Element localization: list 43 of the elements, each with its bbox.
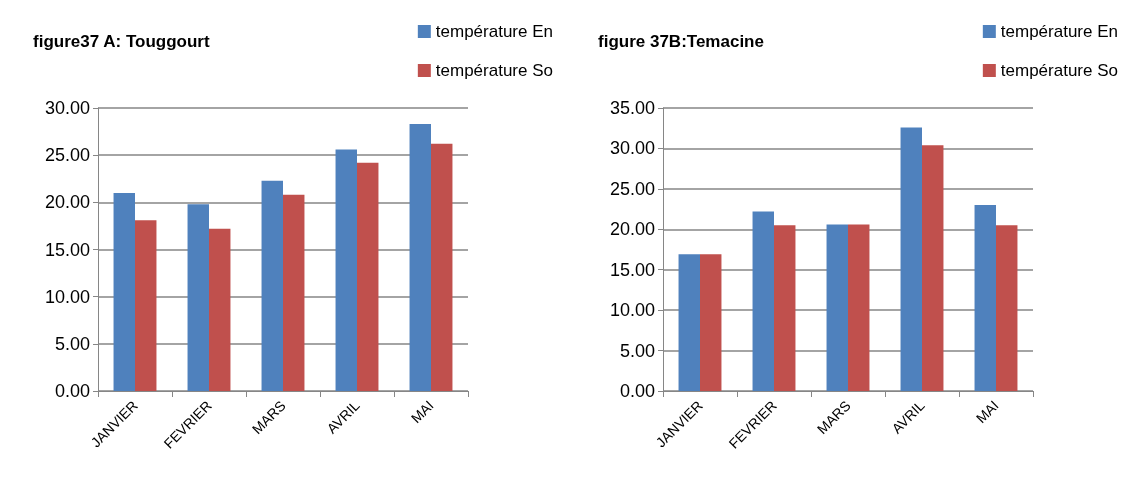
bar xyxy=(900,127,922,391)
bar xyxy=(261,180,283,391)
bar xyxy=(974,205,996,391)
bar xyxy=(187,204,209,391)
bar xyxy=(135,220,157,391)
y-tick-label: 25.00 xyxy=(609,178,655,199)
y-tick-label: 35.00 xyxy=(609,98,655,118)
bar xyxy=(678,254,700,391)
chart-title: figure37 A: Touggourt xyxy=(33,32,210,51)
bar xyxy=(774,225,796,391)
y-tick-label: 30.00 xyxy=(44,98,90,118)
x-tick-label: MAI xyxy=(972,397,1002,427)
bar xyxy=(357,162,379,391)
bar xyxy=(752,211,774,391)
bar xyxy=(335,149,357,391)
legend-label: température So xyxy=(1000,61,1119,80)
bar xyxy=(922,145,944,391)
y-tick-label: 15.00 xyxy=(609,259,655,280)
y-tick-label: 5.00 xyxy=(54,333,90,354)
bar xyxy=(826,224,848,391)
legend-label: température En xyxy=(435,22,554,41)
y-tick-label: 0.00 xyxy=(54,381,90,401)
y-tick-label: 0.00 xyxy=(619,381,655,401)
bar xyxy=(409,124,431,391)
bar xyxy=(848,224,870,391)
bar xyxy=(209,228,231,391)
legend-label: température So xyxy=(435,61,554,80)
y-tick-label: 10.00 xyxy=(44,286,90,307)
x-tick-label: MAI xyxy=(407,397,437,427)
bar xyxy=(113,192,135,391)
y-tick-label: 30.00 xyxy=(609,138,655,159)
y-tick-label: 10.00 xyxy=(609,300,655,321)
y-tick-label: 5.00 xyxy=(619,340,655,361)
bar xyxy=(700,254,722,391)
legend-label: température En xyxy=(1000,22,1119,41)
bar xyxy=(431,143,453,391)
y-tick-label: 15.00 xyxy=(44,239,90,260)
bar xyxy=(283,194,305,391)
chart-title: figure 37B:Temacine xyxy=(598,32,764,51)
y-tick-label: 25.00 xyxy=(44,145,90,166)
y-tick-label: 20.00 xyxy=(609,219,655,240)
bar xyxy=(996,225,1018,391)
y-tick-label: 20.00 xyxy=(44,192,90,213)
